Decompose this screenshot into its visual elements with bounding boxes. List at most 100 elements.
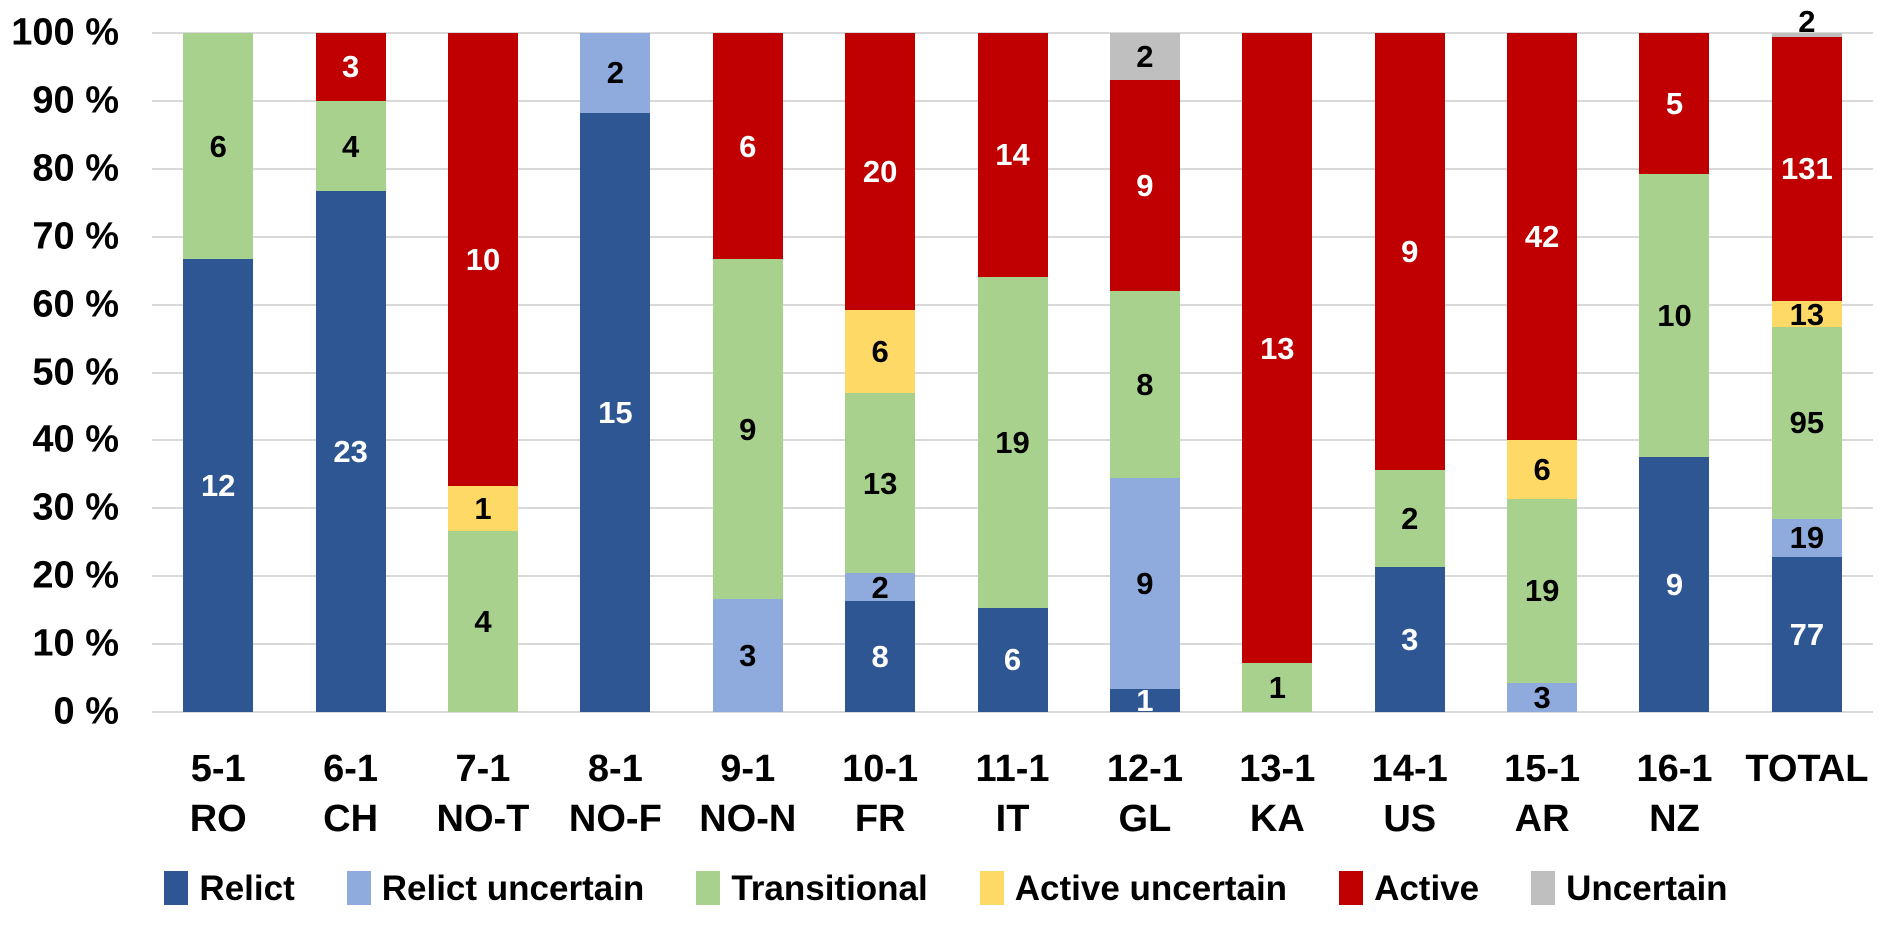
category-code: 11-1	[975, 748, 1050, 790]
bar-segment: 14	[977, 33, 1048, 277]
bar-segment-value: 6	[739, 128, 757, 164]
category-site: NO-F	[568, 798, 662, 841]
legend-label: Relict	[199, 868, 295, 908]
bar-segment: 13	[1242, 33, 1313, 664]
bar-segment: 2	[1374, 469, 1445, 567]
legend-swatch	[979, 871, 1004, 905]
x-axis: 5-1 RO 6-1 CH 7-1 NO-T 8-1 NO-F 9-1 NO-N 10-1 FR 11-…	[152, 744, 1873, 844]
bar-segment-value: 9	[1136, 167, 1154, 203]
bar-segment: 6	[1507, 440, 1578, 499]
bar-segment-value: 9	[1136, 565, 1154, 601]
bar-segment: 2	[1109, 33, 1180, 80]
bar-total: 2 131 13 95 19 77	[1771, 6, 1842, 712]
legend-swatch	[346, 871, 371, 905]
bar-16-1: 5 10 9	[1639, 33, 1710, 712]
bar-segment-value: 12	[200, 468, 236, 504]
bar-12-1: 2 9 8 9 1	[1109, 33, 1180, 716]
bar-segment: 95	[1771, 327, 1842, 519]
bar-segment-value: 8	[871, 639, 889, 675]
y-axis-tick-label: 60 %	[32, 283, 119, 326]
bar-segment: 6	[712, 33, 783, 260]
bar-9-1: 6 9 3	[712, 33, 783, 712]
x-axis-category-label: 14-1 US	[1344, 744, 1476, 844]
bar-segment-value: 6	[871, 334, 889, 370]
bar-segment: 9	[1639, 457, 1710, 712]
legend-swatch	[164, 871, 189, 905]
bar-column: 9 2 3	[1344, 33, 1476, 712]
bar-segment-value: 4	[474, 603, 492, 639]
bar-segment-value: 2	[606, 55, 624, 91]
bar-column: 3 4 23	[284, 33, 416, 712]
bar-segment: 1	[1242, 663, 1313, 712]
y-axis-tick-label: 50 %	[32, 351, 119, 393]
bar-column: 20 6 13 2 8	[814, 33, 946, 712]
category-code: 7-1	[455, 748, 511, 790]
x-axis-category-label: 8-1 NO-F	[549, 744, 681, 844]
legend-item-uncertain: Uncertain	[1531, 871, 1728, 906]
bar-13-1: 13 1	[1242, 33, 1313, 712]
bar-segment-value: 5	[1665, 86, 1684, 122]
y-axis-tick-label: 80 %	[32, 147, 119, 190]
bar-segment-value: 131	[1781, 151, 1833, 187]
bar-segment: 9	[1374, 33, 1445, 470]
category-site: FR	[854, 798, 906, 841]
bar-segment-value: 3	[341, 49, 360, 85]
category-site: IT	[995, 798, 1030, 841]
bar-column: 6 9 3	[682, 33, 814, 712]
legend-label: Active uncertain	[1014, 868, 1288, 908]
legend-swatch	[696, 871, 721, 905]
category-site: NO-T	[436, 798, 530, 841]
category-code: 13-1	[1239, 748, 1316, 790]
bar-segment: 6	[977, 607, 1048, 712]
bar-segment-value: 3	[739, 637, 757, 673]
bar-segment: 2	[580, 33, 651, 113]
y-axis-tick-label: 0 %	[53, 690, 119, 733]
bar-segment: 10	[447, 33, 518, 486]
gridline	[152, 711, 1873, 713]
bar-segment-value: 8	[1136, 366, 1154, 402]
category-site: NZ	[1649, 798, 1700, 841]
x-axis-category-label: 15-1 AR	[1476, 744, 1608, 844]
bar-segment-value: 2	[1136, 38, 1154, 74]
x-axis-category-label: 10-1 FR	[814, 744, 946, 844]
bar-segment: 9	[1109, 477, 1180, 689]
bars-container: 6 12 3 4 23 10 1 4 2 15 6 9 3 20 6 13 2 8 14 19 6 2 9 8 9 1 13 1 9 2 3…	[152, 6, 1873, 716]
bar-column: 2 131 13 95 19 77	[1741, 6, 1873, 712]
bar-segment: 8	[1109, 290, 1180, 478]
bar-segment: 13	[1771, 299, 1842, 330]
category-code: 14-1	[1371, 748, 1448, 790]
bar-segment-value: 1	[1136, 682, 1154, 718]
bar-segment-value: 4	[341, 128, 360, 164]
bar-segment-value: 1	[474, 490, 492, 526]
bar-segment: 9	[712, 259, 783, 599]
legend-item-active: Active	[1339, 871, 1479, 906]
x-axis-category-label: 16-1 NZ	[1608, 744, 1740, 844]
legend-swatch	[1531, 871, 1556, 905]
bar-segment-value: 42	[1524, 219, 1560, 255]
bar-segment: 20	[845, 33, 916, 311]
bar-7-1: 10 1 4	[447, 33, 518, 712]
y-axis-tick-label: 10 %	[32, 622, 119, 665]
category-code: 15-1	[1504, 748, 1581, 790]
y-axis-tick-label: 70 %	[32, 215, 119, 258]
legend-label: Active	[1374, 868, 1480, 908]
bar-segment-value: 13	[862, 465, 898, 501]
bar-segment: 12	[183, 259, 254, 712]
bar-segment-value: 13	[1260, 330, 1295, 366]
bar-column: 13 1	[1211, 33, 1343, 712]
x-axis-category-label: 7-1 NO-T	[417, 744, 549, 844]
category-site: CH	[323, 798, 379, 841]
legend-item-active-uncertain: Active uncertain	[979, 868, 1288, 908]
bar-segment: 6	[845, 310, 916, 394]
y-axis-tick-label: 30 %	[32, 486, 119, 529]
bar-segment: 42	[1507, 33, 1578, 441]
bar-segment: 23	[315, 191, 386, 712]
category-code: 9-1	[720, 748, 776, 790]
bar-column: 2 9 8 9 1	[1079, 33, 1211, 716]
category-code: TOTAL	[1745, 748, 1869, 790]
bar-segment-value: 19	[1524, 573, 1560, 609]
y-axis: 100 % 90 % 80 % 70 % 60 % 50 % 40 % 30 % 20 % 10 …	[0, 12, 119, 733]
bar-5-1: 6 12	[183, 33, 254, 712]
bar-segment: 1	[447, 485, 518, 531]
category-site: KA	[1249, 798, 1305, 841]
